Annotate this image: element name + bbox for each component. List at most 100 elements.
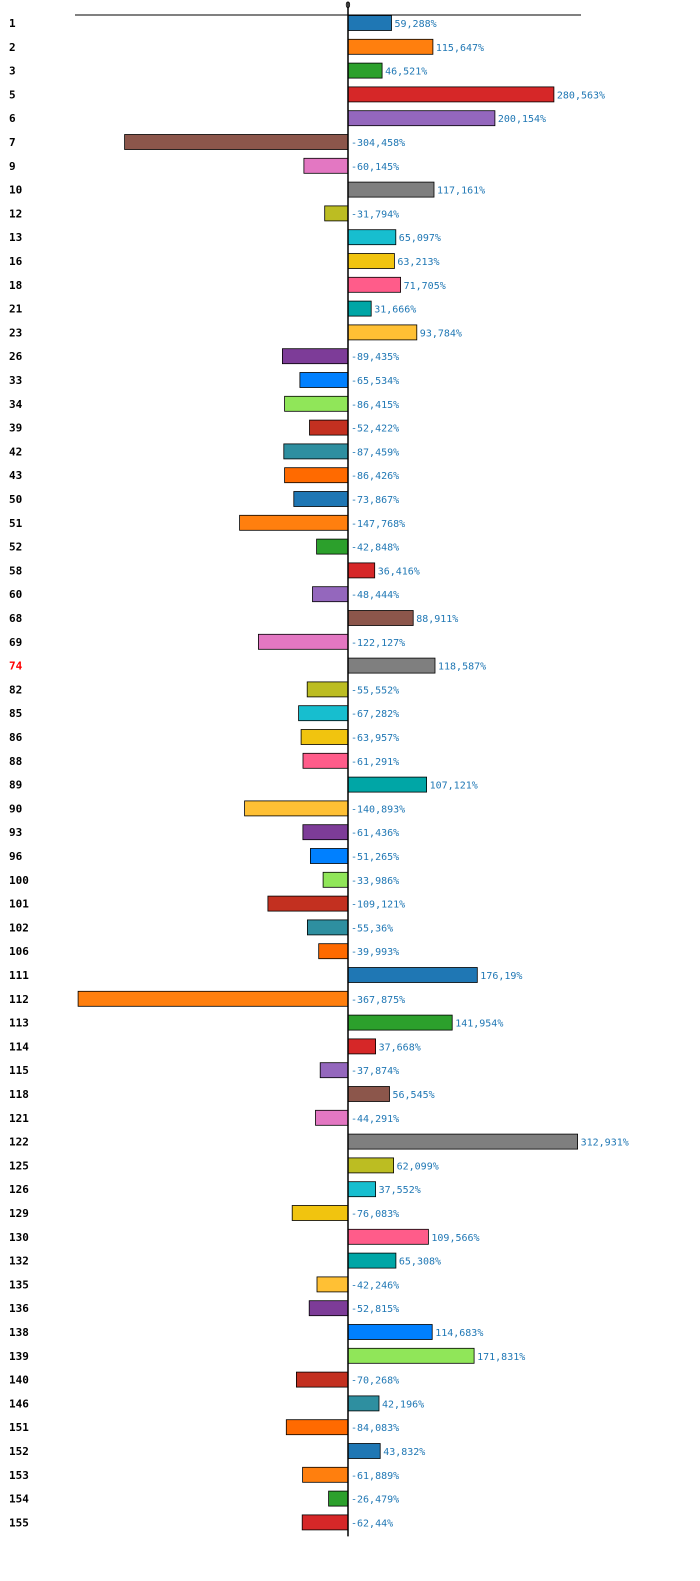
category-label-130: 130: [9, 1231, 29, 1244]
bar-155: [301, 1514, 349, 1531]
category-label-112: 112: [9, 993, 29, 1006]
bar-51: [239, 514, 349, 531]
category-label-100: 100: [9, 874, 29, 887]
bar-96: [309, 848, 349, 864]
bar-10: [347, 181, 435, 198]
bar-118: [347, 1086, 390, 1102]
category-label-106: 106: [9, 945, 29, 958]
bar-93: [302, 824, 349, 841]
bar-138: [347, 1324, 433, 1340]
category-label-115: 115: [9, 1064, 29, 1077]
bar-112: [77, 990, 349, 1007]
category-label-89: 89: [9, 779, 22, 792]
bar-5: [347, 86, 555, 103]
bar-58: [347, 562, 376, 579]
category-label-42: 42: [9, 445, 22, 458]
category-label-2: 2: [9, 41, 16, 54]
bar-34: [284, 395, 349, 412]
category-label-139: 139: [9, 1350, 29, 1363]
bar-82: [306, 681, 349, 698]
value-label-16: 63,213%: [397, 257, 439, 268]
category-label-21: 21: [9, 303, 23, 316]
value-label-146: 42,196%: [382, 1399, 424, 1410]
bar-12: [324, 205, 349, 222]
category-label-155: 155: [9, 1516, 29, 1529]
bar-130: [347, 1228, 429, 1245]
value-label-111: 176,19%: [480, 971, 522, 982]
value-label-10: 117,161%: [437, 186, 485, 197]
value-label-139: 171,831%: [477, 1352, 525, 1363]
value-label-1: 59,288%: [395, 19, 437, 30]
category-label-90: 90: [9, 802, 22, 815]
category-label-114: 114: [9, 1040, 29, 1053]
category-label-140: 140: [9, 1374, 29, 1387]
category-label-23: 23: [9, 326, 22, 339]
bar-135: [316, 1276, 349, 1293]
category-label-16: 16: [9, 255, 23, 268]
bar-21: [347, 300, 372, 317]
value-label-18: 71,705%: [404, 281, 446, 292]
category-label-50: 50: [9, 493, 22, 506]
category-label-51: 51: [9, 517, 23, 530]
value-label-39: -52,422%: [351, 424, 399, 435]
value-label-85: -67,282%: [351, 709, 399, 720]
value-label-89: 107,121%: [430, 781, 478, 792]
value-label-135: -42,246%: [351, 1280, 399, 1291]
bar-102: [306, 919, 349, 936]
bar-129: [291, 1205, 349, 1221]
bar-6: [347, 110, 496, 127]
bar-1: [347, 15, 392, 31]
bar-50: [293, 491, 349, 507]
value-label-96: -51,265%: [351, 852, 399, 863]
value-label-86: -63,957%: [351, 733, 399, 744]
bar-152: [347, 1443, 381, 1459]
value-label-136: -52,815%: [351, 1304, 399, 1315]
value-label-151: -84,083%: [351, 1423, 399, 1434]
bar-13: [347, 229, 397, 246]
bar-85: [298, 705, 349, 722]
category-label-151: 151: [9, 1421, 29, 1434]
category-label-88: 88: [9, 755, 22, 768]
bar-132: [347, 1252, 397, 1269]
bar-74: [347, 657, 436, 674]
category-label-13: 13: [9, 231, 22, 244]
bar-7: [124, 134, 349, 150]
category-label-125: 125: [9, 1159, 29, 1172]
value-label-51: -147,768%: [351, 519, 405, 530]
category-label-3: 3: [9, 65, 16, 78]
bar-140: [295, 1371, 349, 1388]
value-label-60: -48,444%: [351, 590, 399, 601]
value-label-90: -140,893%: [351, 804, 405, 815]
value-label-5: 280,563%: [557, 90, 605, 101]
bar-139: [347, 1347, 475, 1364]
bar-126: [347, 1181, 377, 1198]
value-label-102: -55,36%: [351, 923, 393, 934]
category-label-101: 101: [9, 898, 29, 911]
value-label-130: 109,566%: [431, 1233, 479, 1244]
value-label-2: 115,647%: [436, 43, 484, 54]
value-label-121: -44,291%: [351, 1114, 399, 1125]
category-label-93: 93: [9, 826, 22, 839]
category-label-154: 154: [9, 1493, 29, 1506]
value-label-82: -55,552%: [351, 685, 399, 696]
category-label-10: 10: [9, 184, 22, 197]
value-label-12: -31,794%: [351, 209, 399, 220]
bar-68: [347, 610, 414, 626]
category-label-9: 9: [9, 160, 16, 173]
value-label-100: -33,986%: [351, 876, 399, 887]
category-label-6: 6: [9, 112, 16, 125]
value-label-7: -304,458%: [351, 138, 405, 149]
value-label-114: 37,668%: [379, 1042, 421, 1053]
category-label-18: 18: [9, 279, 22, 292]
value-label-88: -61,291%: [351, 757, 399, 768]
value-label-68: 88,911%: [416, 614, 458, 625]
value-label-93: -61,436%: [351, 828, 399, 839]
bar-18: [347, 276, 401, 293]
category-label-121: 121: [9, 1112, 29, 1125]
category-label-146: 146: [9, 1397, 29, 1410]
category-label-12: 12: [9, 207, 22, 220]
value-label-155: -62,44%: [351, 1518, 393, 1529]
bar-86: [300, 729, 349, 745]
category-label-69: 69: [9, 636, 22, 649]
value-label-115: -37,874%: [351, 1066, 399, 1077]
